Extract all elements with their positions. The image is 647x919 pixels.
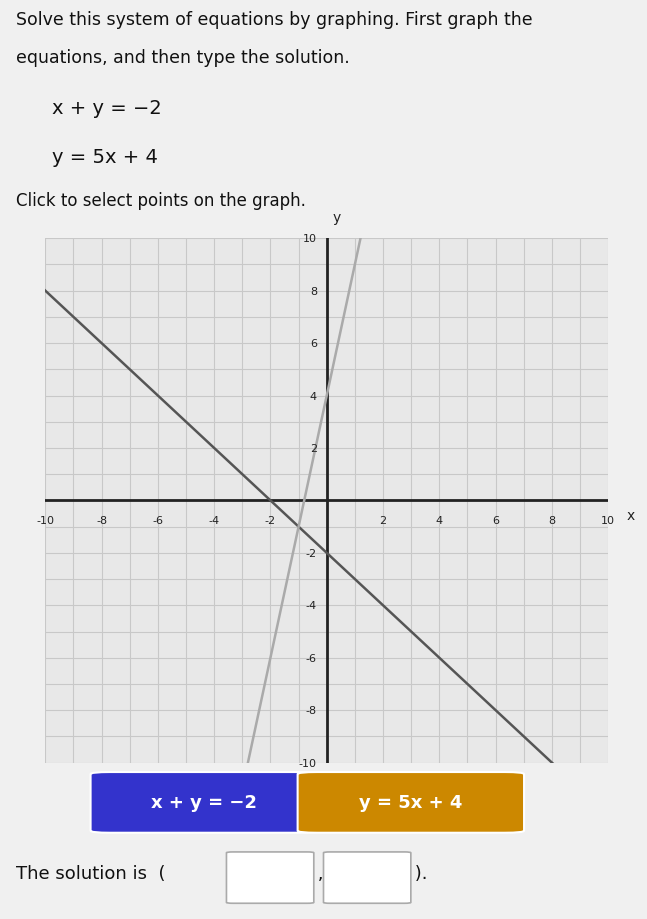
Text: -8: -8 xyxy=(306,706,317,715)
Text: ).: ). xyxy=(409,865,428,882)
Text: 2: 2 xyxy=(310,444,317,453)
Text: 4: 4 xyxy=(435,516,443,526)
Text: -2: -2 xyxy=(306,549,317,558)
Text: y = 5x + 4: y = 5x + 4 xyxy=(52,148,158,166)
Text: 6: 6 xyxy=(492,516,499,526)
Text: -2: -2 xyxy=(265,516,276,526)
Text: The solution is  (: The solution is ( xyxy=(16,865,166,882)
FancyBboxPatch shape xyxy=(226,852,314,903)
FancyBboxPatch shape xyxy=(91,772,317,833)
FancyBboxPatch shape xyxy=(324,852,411,903)
Text: 6: 6 xyxy=(310,339,317,348)
Text: -6: -6 xyxy=(306,653,317,663)
Text: -4: -4 xyxy=(306,601,317,610)
Text: 10: 10 xyxy=(303,234,317,244)
FancyBboxPatch shape xyxy=(298,772,524,833)
Text: ,: , xyxy=(312,865,324,882)
Text: 4: 4 xyxy=(310,391,317,401)
Text: x + y = −2: x + y = −2 xyxy=(151,793,257,811)
Text: x: x xyxy=(626,508,635,522)
Text: Click to select points on the graph.: Click to select points on the graph. xyxy=(16,192,306,210)
Text: 8: 8 xyxy=(548,516,556,526)
Text: 10: 10 xyxy=(601,516,615,526)
Text: y = 5x + 4: y = 5x + 4 xyxy=(359,793,463,811)
Text: 8: 8 xyxy=(310,287,317,296)
Text: 2: 2 xyxy=(379,516,387,526)
Text: equations, and then type the solution.: equations, and then type the solution. xyxy=(16,49,350,66)
Text: -4: -4 xyxy=(208,516,220,526)
Text: y: y xyxy=(333,211,341,225)
Text: -6: -6 xyxy=(152,516,164,526)
Text: -8: -8 xyxy=(96,516,107,526)
Text: -10: -10 xyxy=(36,516,54,526)
Text: x + y = −2: x + y = −2 xyxy=(52,99,162,119)
Text: Solve this system of equations by graphing. First graph the: Solve this system of equations by graphi… xyxy=(16,11,532,29)
Text: -10: -10 xyxy=(299,758,317,767)
